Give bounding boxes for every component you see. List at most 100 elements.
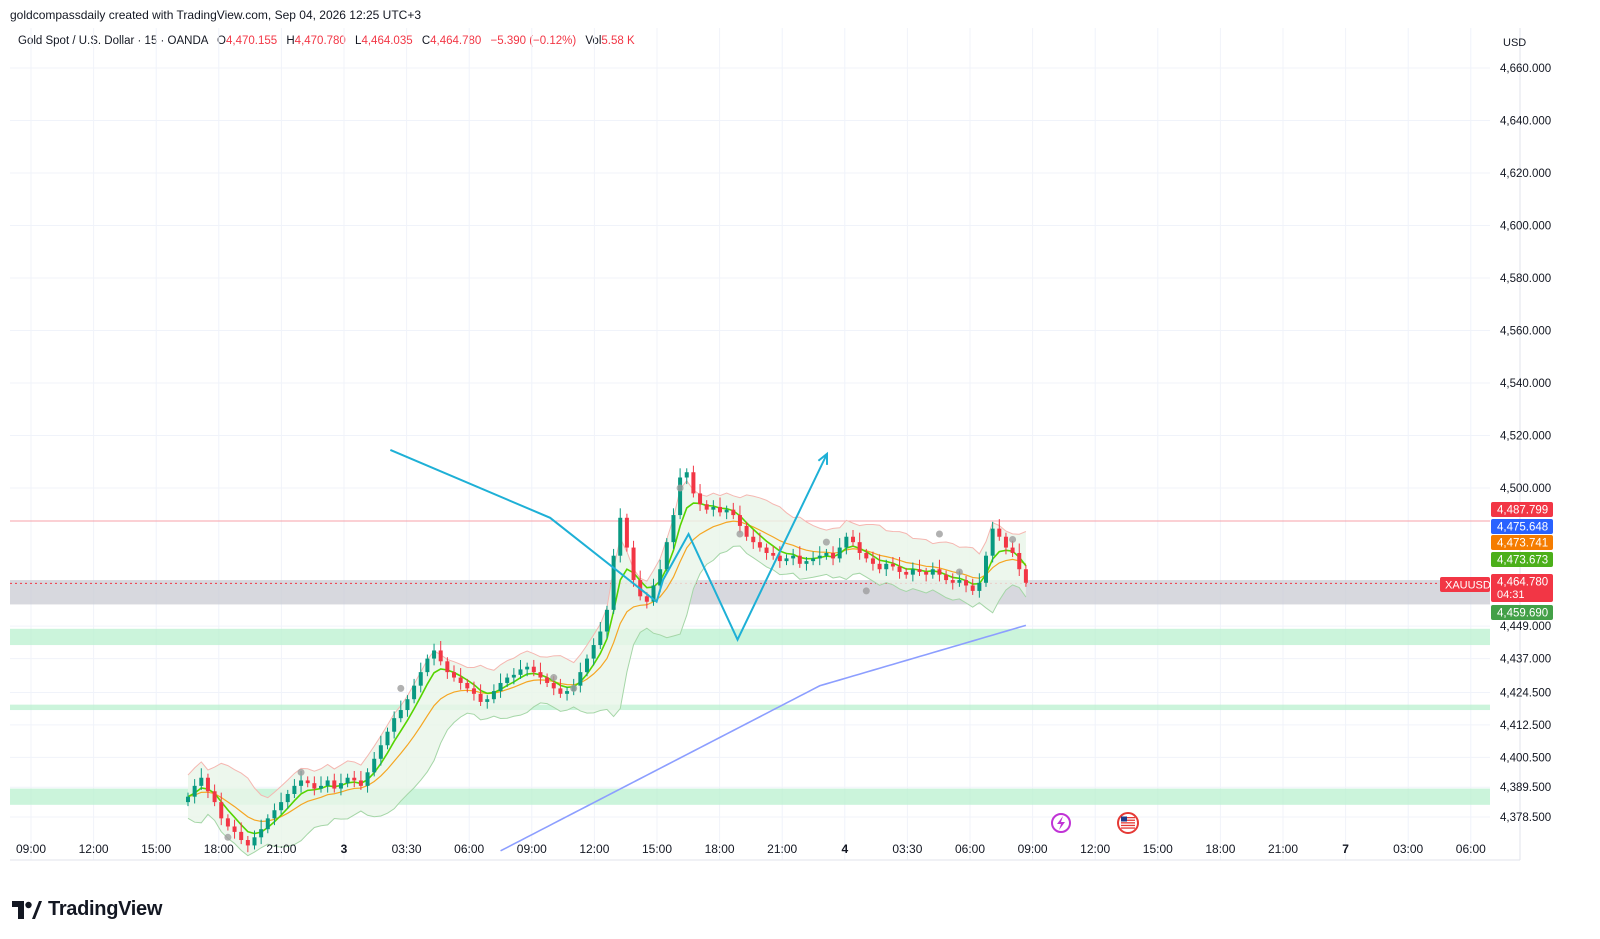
candle-body (272, 810, 277, 819)
candle-body (864, 552, 869, 559)
price-tick-label: 4,580.000 (1500, 273, 1551, 285)
candle-body (811, 558, 816, 562)
candle-body (425, 658, 430, 673)
time-tick-label: 03:30 (892, 842, 922, 856)
candle-body (970, 585, 975, 591)
candle-body (784, 558, 789, 562)
candle-body (292, 785, 297, 794)
price-tag-box (1491, 552, 1553, 567)
candle-body (518, 669, 523, 675)
price-tick-label: 4,600.000 (1500, 221, 1551, 233)
time-axis[interactable]: 09:00 12:00 15:00 18:00 21:00 3 03:30 06:00 09:0… (10, 842, 1520, 861)
candle-body (604, 609, 609, 632)
time-tick-label: 06:00 (1456, 842, 1486, 856)
candle-body (651, 585, 656, 602)
high-label: H (286, 35, 295, 47)
price-tick-label: 4,540.000 (1500, 378, 1551, 390)
candle-body (418, 672, 423, 686)
price-axis[interactable] (1519, 0, 1600, 860)
price-tag-label: 4,487.799 (1497, 505, 1548, 517)
pivot-dot (550, 674, 558, 682)
time-tick-label: 7 (1342, 842, 1349, 856)
pivot-dot (570, 684, 578, 692)
time-tick-label: 18:00 (204, 842, 234, 856)
symbol-title[interactable]: Gold Spot / U.S. Dollar · 15 · OANDA (18, 35, 208, 47)
candle-body (851, 536, 855, 543)
candle-body (917, 569, 922, 572)
projection-arrowhead (817, 451, 829, 465)
candle-body (870, 558, 875, 564)
bar-countdown: 04:31 (1497, 589, 1525, 601)
candle-body (531, 666, 536, 673)
time-tick-label: 3 (341, 842, 348, 856)
price-tag-box (1491, 605, 1553, 620)
candle-body (412, 685, 417, 700)
band-lower (187, 545, 1027, 857)
time-tick-label: 12:00 (79, 842, 109, 856)
candle-body (598, 631, 603, 646)
price-axis-labels: USD 4,660.000 4,640.000 4,620.000 4,600.000 4… (1440, 37, 1553, 824)
candle-body (565, 691, 570, 694)
candle-body (837, 547, 842, 559)
candle-body (458, 677, 463, 683)
candle-body (771, 552, 776, 556)
candle-body (312, 783, 317, 789)
pivot-markers (224, 484, 1017, 841)
time-tick-label: 18:00 (705, 842, 735, 856)
flash-event-icon (1051, 813, 1071, 833)
candle-body (997, 528, 1002, 537)
candle-body (724, 509, 729, 513)
candle-body (904, 571, 909, 575)
candle-body (352, 777, 357, 781)
tradingview-logo[interactable]: TradingView (12, 898, 162, 921)
candle-body (498, 682, 503, 692)
low-value: 4,464.035 (361, 35, 413, 47)
price-tick-label: 4,520.000 (1500, 431, 1551, 443)
price-tag-box (1491, 574, 1553, 602)
candle-body (718, 506, 722, 513)
open-value: 4,470.155 (225, 35, 278, 47)
candle-body (505, 677, 510, 683)
candles[interactable] (186, 465, 1028, 853)
price-tick-label: 4,660.000 (1500, 63, 1551, 75)
candle-body (831, 552, 836, 559)
candle-body (890, 563, 895, 567)
candle-body (358, 780, 363, 786)
volume-value: 5.58 K (601, 35, 635, 47)
candle-body (525, 666, 530, 670)
event-icons[interactable] (1051, 812, 1139, 834)
candle-body (664, 542, 669, 570)
candle-body (445, 661, 450, 673)
candle-body (471, 688, 476, 694)
price-tick-label: 4,620.000 (1500, 168, 1551, 180)
change-value: −5.390 (−0.12%) (490, 35, 577, 47)
projection-line (389, 449, 828, 642)
grid-lines (10, 28, 1490, 860)
pivot-dot (676, 484, 684, 492)
candle-body (438, 650, 443, 662)
candle-body (245, 840, 250, 846)
pivot-dot (1009, 535, 1017, 543)
time-tick-label: 09:00 (517, 842, 547, 856)
time-tick-label: 15:00 (1143, 842, 1173, 856)
candle-body (285, 793, 290, 803)
candle-body (299, 780, 304, 786)
open-label: O (217, 35, 226, 47)
candle-body (325, 780, 330, 786)
price-tick-label: 4,449.000 (1500, 621, 1551, 633)
candle-body (405, 699, 410, 711)
price-tag-label: 4,459.690 (1497, 608, 1548, 620)
price-tick-label: 4,424.500 (1500, 687, 1551, 699)
time-tick-label: 12:00 (579, 842, 609, 856)
candle-body (385, 731, 390, 746)
candle-body (345, 777, 350, 784)
candle-body (338, 783, 343, 789)
price-tick-label: 4,437.000 (1500, 654, 1551, 666)
candle-body (378, 745, 383, 759)
pivot-dot (297, 768, 305, 776)
candle-body (186, 796, 190, 803)
candle-body (545, 677, 550, 683)
candle-body (279, 802, 284, 811)
projection-drawing[interactable] (389, 449, 829, 642)
